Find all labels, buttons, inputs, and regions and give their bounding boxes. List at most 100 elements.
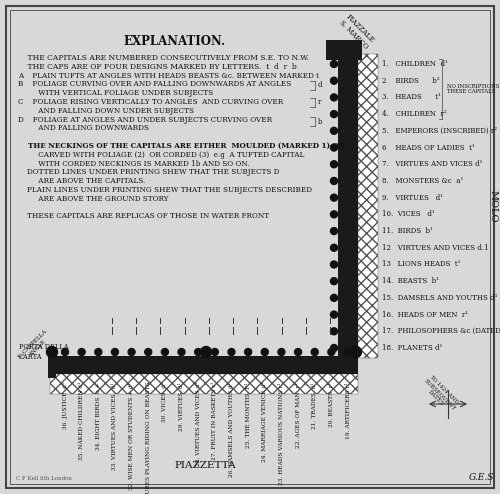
Circle shape	[330, 328, 338, 335]
Circle shape	[262, 348, 268, 356]
Text: 2    BIRDS      b²: 2 BIRDS b²	[382, 77, 440, 84]
Bar	[48, 352, 56, 378]
Bar	[326, 40, 362, 60]
Circle shape	[62, 348, 68, 356]
Text: MOLO: MOLO	[488, 190, 498, 222]
Text: 17.  PHILOSOPHERS &c (DATED 1344) r¹: 17. PHILOSOPHERS &c (DATED 1344) r¹	[382, 328, 500, 335]
Text: 30. VICES  d¹: 30. VICES d¹	[162, 382, 168, 422]
Circle shape	[330, 278, 338, 285]
Text: A    PLAIN TUFTS AT ANGLES WITH HEADS BEASTS &c. BETWEEN MARKED t: A PLAIN TUFTS AT ANGLES WITH HEADS BEAST…	[18, 72, 319, 80]
Circle shape	[212, 348, 218, 356]
Text: PORTA DELLA
CARTA: PORTA DELLA CARTA	[19, 343, 68, 361]
Circle shape	[311, 348, 318, 356]
Text: 1.   CHILDREN  d¹: 1. CHILDREN d¹	[382, 60, 448, 68]
Text: NO INSCRIPTIONS ON
THESE CAPITALS: NO INSCRIPTIONS ON THESE CAPITALS	[447, 83, 500, 94]
Text: 33. VIRTUES AND VICES.  d¹: 33. VIRTUES AND VICES. d¹	[112, 382, 117, 470]
Bar	[358, 54, 378, 358]
Text: ARE ABOVE THE GROUND STORY: ARE ABOVE THE GROUND STORY	[18, 195, 169, 203]
Circle shape	[330, 211, 338, 218]
Text: C    FOLIAGE RISING VERTICALLY TO ANGLES  AND CURVING OVER: C FOLIAGE RISING VERTICALLY TO ANGLES AN…	[18, 98, 283, 106]
Circle shape	[330, 244, 338, 251]
Text: EXPLANATION.: EXPLANATION.	[124, 36, 226, 48]
Circle shape	[112, 348, 118, 356]
Circle shape	[78, 348, 85, 356]
Text: 9.   VIRTUES   d¹: 9. VIRTUES d¹	[382, 194, 443, 202]
Text: 28. VIRTUES AND VICES d¹: 28. VIRTUES AND VICES d¹	[196, 382, 200, 466]
Bar	[50, 374, 358, 394]
Text: 3.   HEADS      t¹: 3. HEADS t¹	[382, 93, 441, 101]
Text: PIAZZETTA: PIAZZETTA	[174, 461, 236, 470]
Text: THESE CAPITALS ARE REPLICAS OF THOSE IN WATER FRONT: THESE CAPITALS ARE REPLICAS OF THOSE IN …	[18, 212, 269, 220]
Text: 13   LIONS HEADS  t¹: 13 LIONS HEADS t¹	[382, 260, 460, 268]
Circle shape	[194, 348, 202, 356]
Text: 12   VIRTUES AND VICES d.1: 12 VIRTUES AND VICES d.1	[382, 244, 488, 252]
Circle shape	[46, 346, 58, 358]
Text: AND FALLING DOWNWARDS: AND FALLING DOWNWARDS	[18, 124, 149, 132]
Text: 27. FRUIT IN BASKETS r¹: 27. FRUIT IN BASKETS r¹	[212, 382, 218, 460]
Text: 32. WISE MEN OR STUDENTS + d¹: 32. WISE MEN OR STUDENTS + d¹	[129, 382, 134, 490]
Circle shape	[162, 348, 168, 356]
Text: AND FALLING DOWN UNDER SUBJECTS: AND FALLING DOWN UNDER SUBJECTS	[18, 107, 194, 115]
Circle shape	[330, 344, 338, 352]
Text: 5.   EMPERORS (INSCRIBED) r²: 5. EMPERORS (INSCRIBED) r²	[382, 127, 497, 135]
Text: 16.  HEADS OF MEN  r¹: 16. HEADS OF MEN r¹	[382, 311, 468, 319]
Bar	[338, 54, 358, 358]
Text: S. CAPPELLA
ANGLE: S. CAPPELLA ANGLE	[18, 329, 52, 364]
Text: 23. HEADS VARIOUS NATIONS r¹: 23. HEADS VARIOUS NATIONS r¹	[279, 382, 284, 485]
Text: TO 1424 AND
SUBSEQUENT
DATES: TO 1424 AND SUBSEQUENT DATES	[419, 373, 461, 415]
Bar	[336, 40, 358, 54]
Circle shape	[128, 348, 135, 356]
Text: 35. NAKED CHILDREN d¹: 35. NAKED CHILDREN d¹	[79, 382, 84, 460]
Circle shape	[144, 348, 152, 356]
Text: b: b	[318, 118, 322, 125]
Text: 18.  PLANETS d¹: 18. PLANETS d¹	[382, 344, 442, 352]
Circle shape	[330, 94, 338, 101]
Text: ARE ABOVE THE CAPITALS.: ARE ABOVE THE CAPITALS.	[18, 177, 145, 185]
Text: r: r	[318, 98, 322, 107]
Circle shape	[330, 144, 338, 151]
Circle shape	[330, 127, 338, 134]
Text: 15.  DAMSELS AND YOUTHS d¹: 15. DAMSELS AND YOUTHS d¹	[382, 294, 498, 302]
Text: 36. JUSTICE  d¹: 36. JUSTICE d¹	[62, 382, 68, 429]
Text: 8.   MONSTERS &c  a¹: 8. MONSTERS &c a¹	[382, 177, 464, 185]
Text: 29. VIRTUES  d¹: 29. VIRTUES d¹	[179, 382, 184, 431]
Circle shape	[278, 348, 285, 356]
Text: 19. ARTIFICERS r¹: 19. ARTIFICERS r¹	[346, 382, 350, 439]
Text: WITH CORDED NECKINGS IS MARKED 1b AND SO ON.: WITH CORDED NECKINGS IS MARKED 1b AND SO…	[18, 160, 250, 167]
Text: WITH VERTICAL FOLIAGE UNDER SUBJECTS: WITH VERTICAL FOLIAGE UNDER SUBJECTS	[18, 89, 213, 97]
Text: PLAIN LINES UNDER PRINTING SHEW THAT THE SUBJECTS DESCRIBED: PLAIN LINES UNDER PRINTING SHEW THAT THE…	[18, 186, 312, 194]
Circle shape	[95, 348, 102, 356]
Circle shape	[178, 348, 185, 356]
Circle shape	[244, 348, 252, 356]
Text: 21. TRADES  d¹: 21. TRADES d¹	[312, 382, 317, 429]
Text: 26. DAMSELS AND YOUTHS d¹: 26. DAMSELS AND YOUTHS d¹	[229, 382, 234, 477]
Text: 10.  VICES   d¹: 10. VICES d¹	[382, 210, 435, 218]
Circle shape	[294, 348, 302, 356]
Text: 6    HEADS OF LADIES  t¹: 6 HEADS OF LADIES t¹	[382, 144, 475, 152]
Circle shape	[330, 311, 338, 318]
Text: D    FOLIAGE AT ANGLES AND UNDER SUBJECTS CURVING OVER: D FOLIAGE AT ANGLES AND UNDER SUBJECTS C…	[18, 116, 272, 124]
Text: 24. MARRIAGE VENICE d¹: 24. MARRIAGE VENICE d¹	[262, 382, 268, 462]
Circle shape	[330, 161, 338, 168]
Text: 11.  BIRDS  b¹: 11. BIRDS b¹	[382, 227, 433, 235]
Circle shape	[330, 77, 338, 84]
Text: THE NECKINGS OF THE CAPITALS ARE EITHER  MOULDED (MARKED 1) OR: THE NECKINGS OF THE CAPITALS ARE EITHER …	[18, 142, 345, 150]
Circle shape	[330, 228, 338, 235]
Text: 20. BEASTS  r¹: 20. BEASTS r¹	[329, 382, 334, 427]
Text: THE CAPITALS ARE NUMBERED CONSECUTIVELY FROM S.E. TO N.W.: THE CAPITALS ARE NUMBERED CONSECUTIVELY …	[18, 54, 309, 62]
Bar	[50, 356, 358, 374]
Circle shape	[344, 348, 352, 356]
Text: 4.   CHILDREN  r²: 4. CHILDREN r²	[382, 110, 446, 118]
Text: 34. EIGHT BIRDS  b +: 34. EIGHT BIRDS b +	[96, 382, 101, 450]
Circle shape	[200, 346, 211, 358]
Circle shape	[228, 348, 235, 356]
Text: THE CAPS ARE OF FOUR DESIGNS MARKED BY LETTERS.  t  d  r  b: THE CAPS ARE OF FOUR DESIGNS MARKED BY L…	[18, 63, 297, 71]
Text: CARVED WITH FOLIAGE (2)  OR CORDED (3)  e.g  A TUFTED CAPITAL: CARVED WITH FOLIAGE (2) OR CORDED (3) e.…	[18, 151, 304, 159]
Text: B    FOLIAGE CURVING OVER AND FALLING DOWNWARDS AT ANGLES: B FOLIAGE CURVING OVER AND FALLING DOWNW…	[18, 81, 291, 88]
Circle shape	[330, 194, 338, 201]
Text: 25. THE MONTHS  F¹: 25. THE MONTHS F¹	[246, 382, 250, 448]
Circle shape	[328, 348, 335, 356]
Circle shape	[330, 261, 338, 268]
Text: 22. AGES OF MAN  r¹: 22. AGES OF MAN r¹	[296, 382, 300, 448]
Text: DOTTED LINES UNDER PRINTING SHEW THAT THE SUBJECTS D: DOTTED LINES UNDER PRINTING SHEW THAT TH…	[18, 168, 280, 176]
